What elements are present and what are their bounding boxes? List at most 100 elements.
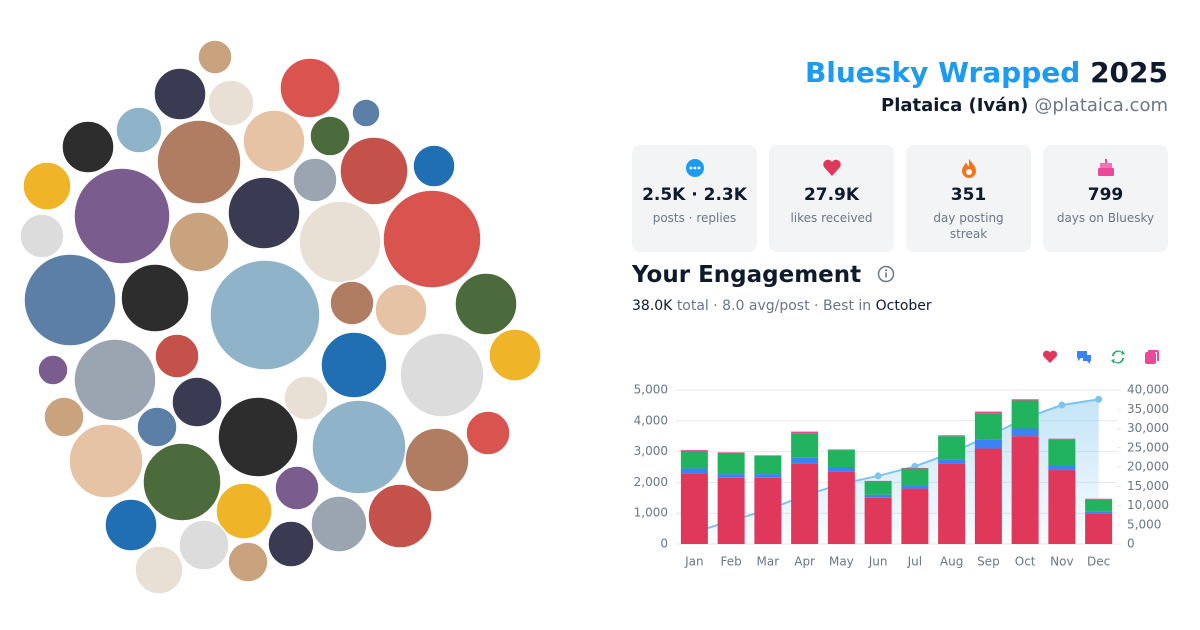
avatar[interactable] <box>374 283 428 337</box>
summary-best: October <box>875 298 932 314</box>
y-tick-label: 4,000 <box>634 413 668 427</box>
avatar[interactable] <box>104 498 158 552</box>
avatar[interactable] <box>242 109 306 173</box>
bar-segment <box>1048 465 1076 471</box>
x-tick-label: Jun <box>868 555 888 569</box>
avatar[interactable] <box>465 410 511 456</box>
y-tick-label: 3,000 <box>634 444 668 458</box>
avatar[interactable] <box>153 67 207 121</box>
avatar[interactable] <box>283 375 329 421</box>
avatar[interactable] <box>215 482 273 540</box>
avatar[interactable] <box>404 427 470 493</box>
avatar[interactable] <box>399 332 485 418</box>
bar-segment <box>864 481 892 495</box>
avatar[interactable] <box>23 253 117 347</box>
bar-segment <box>1048 438 1076 440</box>
avatar[interactable] <box>115 106 163 154</box>
stat-card: 351 day posting streak <box>906 145 1031 252</box>
bar-segment <box>901 467 929 469</box>
summary-total: 38.0K <box>632 298 673 314</box>
avatar[interactable] <box>22 161 72 211</box>
stat-label: days on Bluesky <box>1056 211 1155 225</box>
x-tick-label: Aug <box>940 555 963 569</box>
avatar[interactable] <box>171 376 223 428</box>
avatar[interactable] <box>19 213 65 259</box>
avatar[interactable] <box>136 406 178 448</box>
avatar[interactable] <box>156 119 242 205</box>
avatar[interactable] <box>120 263 190 333</box>
legend-icon[interactable] <box>1042 350 1058 363</box>
bar-segment <box>938 436 966 460</box>
bar-segment <box>864 497 892 544</box>
bar-segment <box>680 468 708 474</box>
avatar[interactable] <box>142 442 222 522</box>
summary: 38.0K total · 8.0 avg/post · Best in Oct… <box>632 298 932 314</box>
avatar[interactable] <box>488 328 542 382</box>
summary-text: total · 8.0 avg/post · Best in <box>676 298 872 314</box>
cumulative-point <box>1095 395 1103 403</box>
bar-segment <box>1011 399 1039 401</box>
y2-tick-label: 20,000 <box>1127 460 1169 474</box>
avatar[interactable] <box>61 120 115 174</box>
legend-icon[interactable] <box>1077 351 1091 364</box>
avatar[interactable] <box>298 200 382 284</box>
avatar[interactable] <box>382 189 482 289</box>
avatar[interactable] <box>68 423 144 499</box>
avatar[interactable] <box>178 519 230 571</box>
avatar[interactable] <box>227 176 301 250</box>
avatar[interactable] <box>412 144 456 188</box>
bar-segment <box>1011 400 1039 429</box>
avatar[interactable] <box>37 354 69 386</box>
bar-segment <box>974 439 1002 449</box>
x-tick-label: May <box>829 555 854 569</box>
bar-segment <box>901 468 929 486</box>
avatar[interactable] <box>320 331 388 399</box>
bar-segment <box>827 449 855 451</box>
year: 2025 <box>1090 56 1168 89</box>
avatar[interactable] <box>267 520 315 568</box>
bar-segment <box>717 452 745 453</box>
user: Plataica (Iván) @plataica.com <box>881 95 1168 116</box>
avatar[interactable] <box>292 157 338 203</box>
avatar[interactable] <box>351 98 381 128</box>
icon <box>822 159 841 176</box>
bar-segment <box>717 477 745 544</box>
stat-label: day posting streak <box>933 211 1004 241</box>
x-tick-label: Apr <box>794 555 815 569</box>
cumulative-point <box>874 472 882 480</box>
avatar[interactable] <box>274 465 320 511</box>
bar-segment <box>1085 499 1113 512</box>
avatar[interactable] <box>339 136 409 206</box>
avatar[interactable] <box>154 333 200 379</box>
bar-segment <box>827 450 855 467</box>
avatar[interactable] <box>311 399 407 495</box>
avatar[interactable] <box>217 396 299 478</box>
x-tick-label: Sep <box>977 555 1000 569</box>
avatar[interactable] <box>227 541 269 583</box>
avatar[interactable] <box>73 338 157 422</box>
legend-icon[interactable] <box>1145 350 1159 364</box>
icon <box>961 159 976 178</box>
bar-segment <box>938 435 966 437</box>
x-tick-label: Jul <box>907 555 922 569</box>
info-icon[interactable] <box>877 265 895 283</box>
avatar[interactable] <box>309 115 351 157</box>
avatar[interactable] <box>197 39 233 75</box>
bar-segment <box>1085 511 1113 514</box>
avatar[interactable] <box>310 495 368 553</box>
avatar[interactable] <box>329 280 375 326</box>
avatar[interactable] <box>134 545 184 595</box>
avatar[interactable] <box>73 167 171 265</box>
legend-icon[interactable] <box>1111 350 1125 364</box>
avatar[interactable] <box>43 396 85 438</box>
avatar[interactable] <box>209 259 321 371</box>
avatar[interactable] <box>367 483 433 549</box>
avatar[interactable] <box>454 272 518 336</box>
avatar[interactable] <box>168 211 230 273</box>
avatar[interactable] <box>207 79 255 127</box>
avatar[interactable] <box>279 57 341 119</box>
stat-value: 799 <box>1087 185 1124 205</box>
stat-value: 351 <box>950 185 987 205</box>
bar-segment <box>938 459 966 464</box>
